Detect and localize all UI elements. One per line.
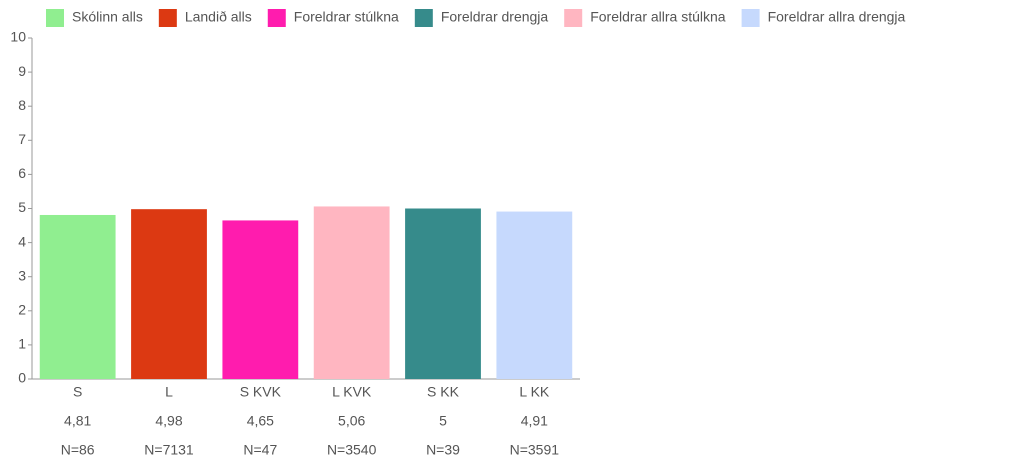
y-tick-label: 0 xyxy=(18,370,26,386)
y-tick-label: 8 xyxy=(18,97,26,113)
value-label: 4,65 xyxy=(247,413,274,429)
x-tick-label: S KVK xyxy=(240,384,282,400)
legend-label: Skólinn alls xyxy=(72,9,143,25)
legend-swatch xyxy=(741,9,760,27)
value-label: 5,06 xyxy=(338,413,365,429)
value-label: 5 xyxy=(439,413,447,429)
bar xyxy=(496,211,573,379)
n-label: N=3540 xyxy=(327,442,377,458)
legend-label: Foreldrar drengja xyxy=(441,9,549,25)
y-tick-label: 2 xyxy=(18,302,26,318)
legend-swatch xyxy=(414,9,433,27)
legend-swatch xyxy=(267,9,286,27)
x-tick-label: L KVK xyxy=(332,384,372,400)
bar xyxy=(405,208,481,379)
n-label: N=86 xyxy=(61,442,95,458)
x-tick-label: S xyxy=(73,384,82,400)
n-label: N=47 xyxy=(243,442,277,458)
n-label: N=3591 xyxy=(510,442,560,458)
n-label: N=7131 xyxy=(144,442,194,458)
value-label: 4,91 xyxy=(521,413,548,429)
x-tick-label: S KK xyxy=(427,384,460,400)
legend-label: Foreldrar allra drengja xyxy=(768,9,906,25)
y-tick-label: 4 xyxy=(18,233,26,249)
legend-label: Foreldrar allra stúlkna xyxy=(590,9,726,25)
bar xyxy=(222,220,299,379)
legend-label: Landið alls xyxy=(185,9,252,25)
n-label: N=39 xyxy=(426,442,460,458)
y-tick-label: 7 xyxy=(18,131,26,147)
value-label: 4,81 xyxy=(64,413,91,429)
legend-swatch xyxy=(46,9,64,27)
y-tick-label: 10 xyxy=(10,29,26,45)
legend-swatch xyxy=(158,9,177,27)
legend-swatch xyxy=(564,9,583,27)
bar xyxy=(313,206,390,379)
x-tick-label: L xyxy=(165,384,173,400)
y-tick-label: 9 xyxy=(18,63,26,79)
y-tick-label: 5 xyxy=(18,199,26,215)
bar xyxy=(131,209,207,379)
value-label: 4,98 xyxy=(155,413,182,429)
y-tick-label: 1 xyxy=(18,336,26,352)
y-tick-label: 6 xyxy=(18,165,26,181)
y-tick-label: 3 xyxy=(18,267,26,283)
legend-label: Foreldrar stúlkna xyxy=(294,9,399,25)
x-tick-label: L KK xyxy=(519,384,549,400)
bar xyxy=(39,214,116,379)
